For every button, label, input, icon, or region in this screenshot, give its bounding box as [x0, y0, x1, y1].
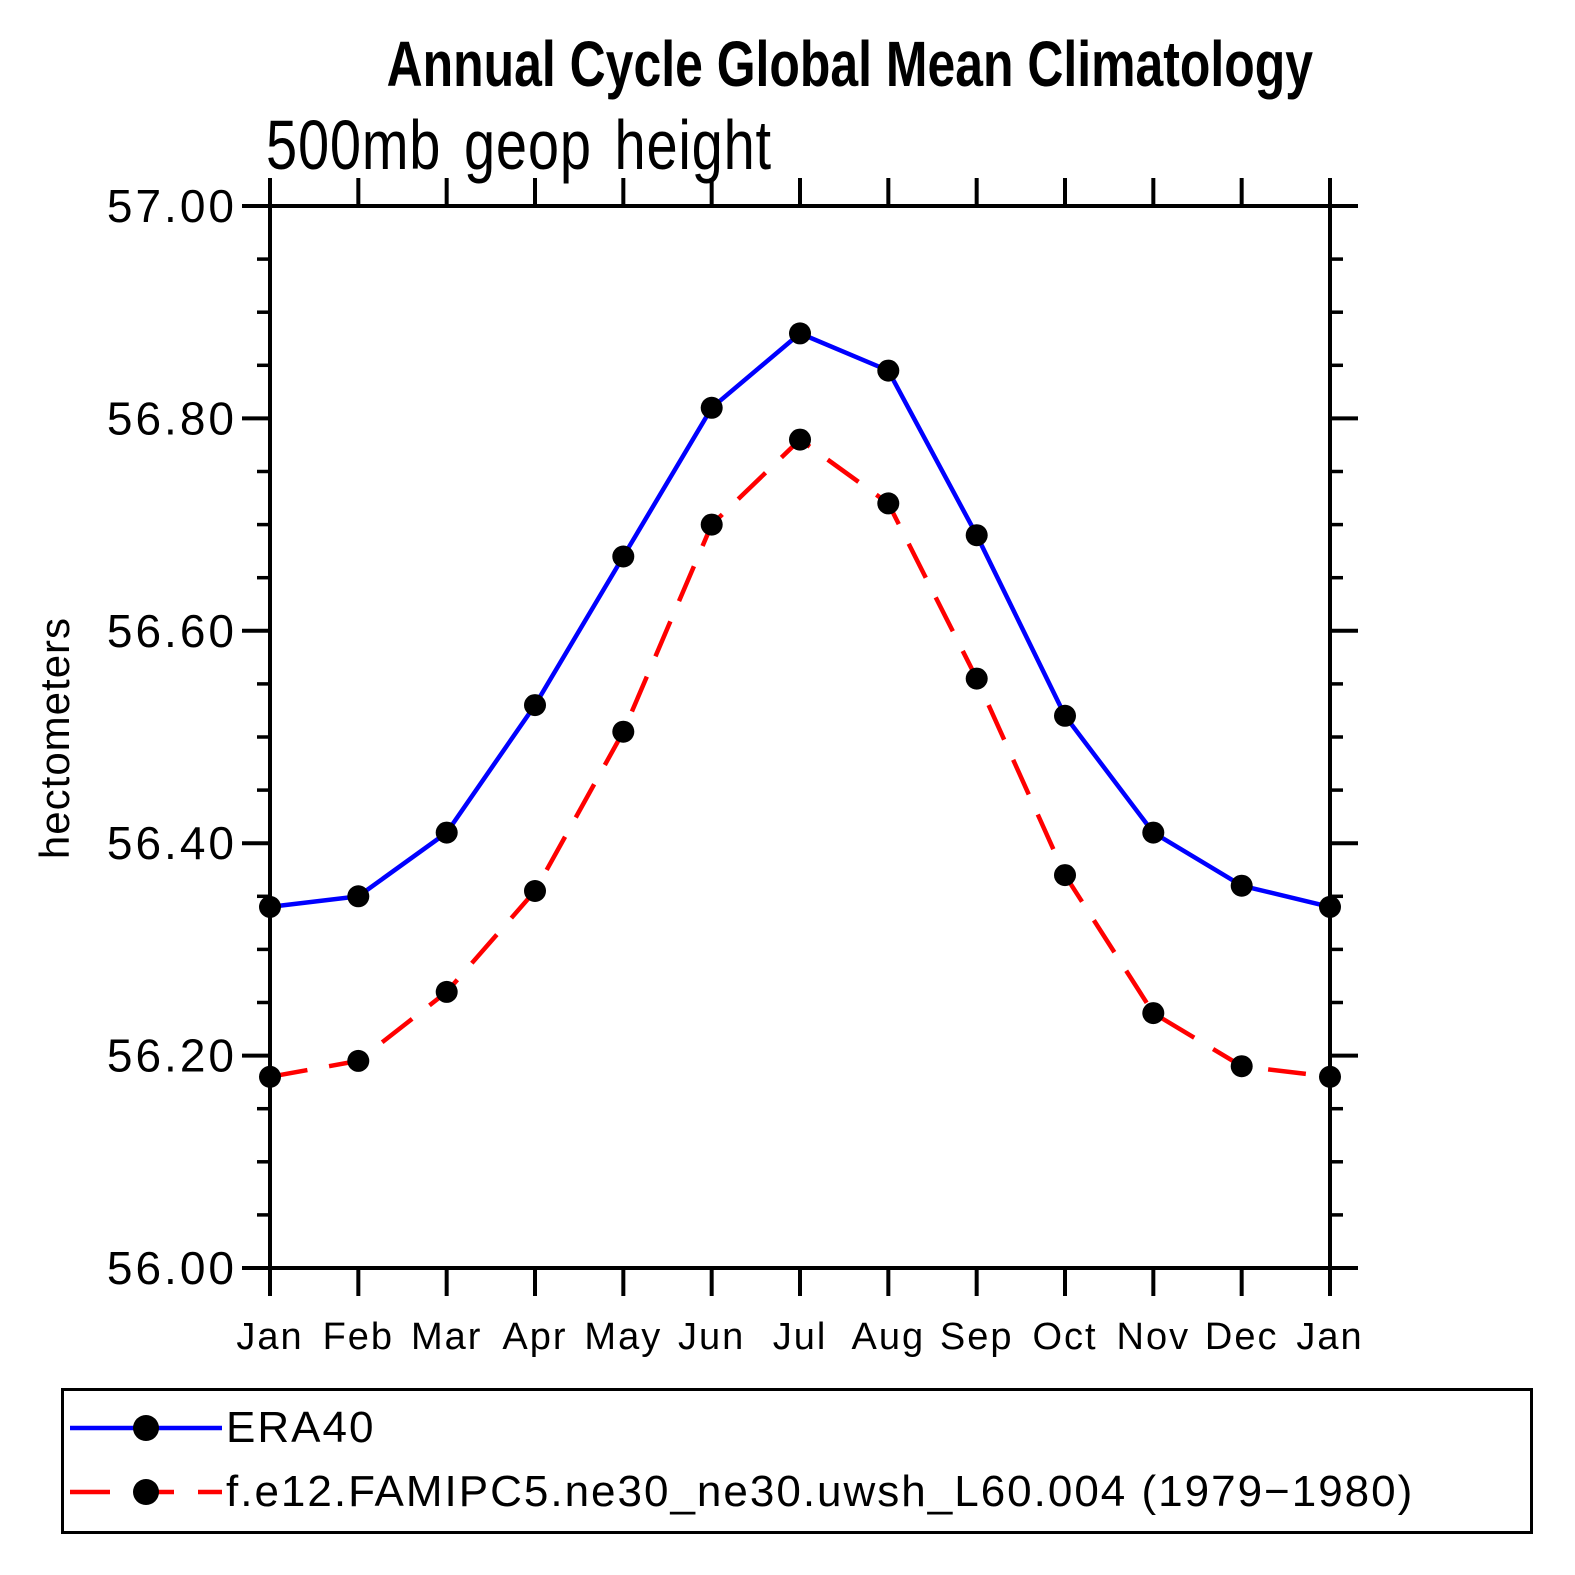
legend-marker-icon [133, 1415, 159, 1441]
data-point-model [347, 1049, 370, 1072]
chart-title: Annual Cycle Global Mean Climatology [386, 28, 1314, 100]
data-point-model [1054, 864, 1076, 887]
x-tick-label: Jan [236, 1316, 303, 1358]
x-tick-label: Jul [773, 1316, 828, 1358]
x-tick-label: Dec [1205, 1316, 1279, 1358]
x-tick-label: Apr [502, 1316, 567, 1358]
x-tick-label: Oct [1032, 1316, 1097, 1358]
legend: ERA40 f.e12.FAMIPC5.ne30_ne30.uwsh_L60.0… [61, 1388, 1533, 1534]
data-point-model [1230, 1055, 1253, 1078]
data-point-era40 [1142, 821, 1165, 844]
data-point-model [877, 492, 900, 515]
data-point-model [1142, 1002, 1165, 1025]
data-point-era40 [435, 821, 458, 844]
data-point-model [524, 880, 546, 902]
legend-swatch-solid-line-icon [70, 1415, 222, 1441]
y-tick-label: 56.80 [107, 392, 237, 444]
data-point-model [789, 428, 811, 451]
y-tick-label: 57.00 [107, 180, 237, 232]
data-point-model [700, 513, 723, 536]
y-tick-label: 56.40 [107, 817, 237, 869]
data-point-era40 [259, 895, 281, 918]
data-point-model [1319, 1065, 1341, 1088]
data-point-model [965, 667, 988, 690]
data-point-era40 [700, 396, 723, 419]
data-point-model [612, 720, 635, 743]
legend-label-model: f.e12.FAMIPC5.ne30_ne30.uwsh_L60.004 (19… [226, 1467, 1415, 1516]
data-point-era40 [347, 885, 370, 908]
legend-swatch-dashed-line-icon [70, 1479, 222, 1505]
data-point-era40 [524, 694, 546, 717]
x-tick-label: Sep [940, 1316, 1014, 1358]
x-tick-label: Nov [1117, 1316, 1191, 1358]
data-point-era40 [1054, 704, 1076, 727]
data-point-model [435, 980, 458, 1003]
chart-subtitle: 500mb geop height [266, 106, 772, 184]
legend-item-era40: ERA40 [68, 1396, 1530, 1460]
y-tick-label: 56.00 [107, 1242, 237, 1294]
data-point-era40 [1230, 874, 1253, 897]
data-point-era40 [612, 545, 635, 568]
x-tick-label: Feb [323, 1316, 394, 1358]
x-tick-label: Aug [852, 1316, 926, 1358]
y-tick-label: 56.20 [107, 1030, 237, 1082]
legend-item-model: f.e12.FAMIPC5.ne30_ne30.uwsh_L60.004 (19… [68, 1460, 1530, 1524]
plot-border [268, 204, 1332, 1270]
y-tick-label: 56.60 [107, 605, 237, 657]
legend-label-era40: ERA40 [226, 1403, 376, 1452]
x-tick-label: Mar [411, 1316, 482, 1358]
legend-marker-icon [133, 1479, 159, 1505]
series-line-model [269, 436, 1331, 1080]
x-tick-label: Jan [1296, 1316, 1363, 1358]
series-line-era40 [269, 330, 1331, 910]
data-point-era40 [965, 524, 988, 547]
data-point-era40 [789, 322, 811, 345]
x-tick-label: May [584, 1316, 662, 1358]
data-point-model [259, 1065, 281, 1088]
data-point-era40 [1319, 895, 1341, 918]
data-point-era40 [877, 359, 900, 382]
x-tick-label: Jun [678, 1316, 745, 1358]
